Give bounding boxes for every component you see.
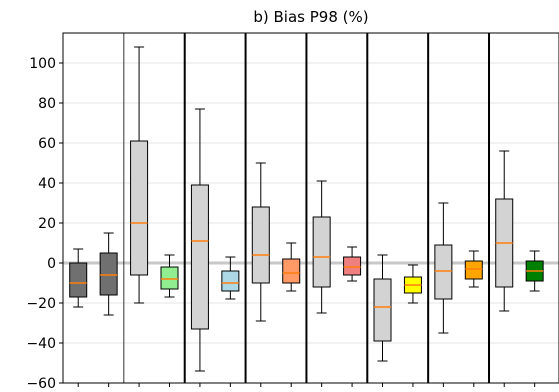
y-axis: −60 −40 −20 0 20 40 60 80 100: [26, 56, 63, 392]
y-tick-label: 20: [38, 216, 56, 232]
box-item: [251, 162, 270, 322]
box-item: [190, 108, 209, 372]
box-body: [282, 258, 301, 284]
box-item: [343, 246, 362, 282]
box-item: [434, 202, 453, 334]
box-body: [312, 216, 331, 288]
box-item: [69, 248, 88, 308]
box-item: [464, 250, 483, 288]
chart-title: b) Bias P98 (%): [253, 8, 368, 26]
boxes: [69, 46, 544, 372]
box-item: [99, 232, 118, 316]
x-axis: [77, 383, 536, 387]
box-body: [69, 262, 88, 298]
y-tick-label: −40: [26, 336, 56, 352]
box-body: [160, 266, 179, 290]
box-body: [99, 252, 118, 296]
y-tick-label: 0: [47, 256, 56, 272]
box-item: [130, 46, 149, 304]
box-item: [495, 150, 514, 312]
y-tick-label: 80: [38, 96, 56, 112]
box-item: [282, 242, 301, 292]
box-body: [343, 256, 362, 276]
y-tick-label: 60: [38, 136, 56, 152]
box-item: [373, 254, 392, 362]
y-tick-label: −20: [26, 296, 56, 312]
box-body: [464, 260, 483, 280]
box-body: [434, 244, 453, 300]
box-body: [190, 184, 209, 330]
y-tick-label: −60: [26, 376, 56, 392]
box-item: [403, 264, 422, 304]
box-body: [130, 140, 149, 276]
box-item: [221, 256, 240, 300]
box-body: [221, 270, 240, 292]
box-item: [160, 254, 179, 298]
box-item: [525, 250, 544, 292]
box-item: [312, 180, 331, 314]
y-tick-label: 100: [29, 56, 56, 72]
plot-frame: [62, 32, 559, 384]
group-separators: [123, 33, 491, 383]
box-body: [373, 278, 392, 342]
y-tick-label: 40: [38, 176, 56, 192]
box-body: [251, 206, 270, 284]
